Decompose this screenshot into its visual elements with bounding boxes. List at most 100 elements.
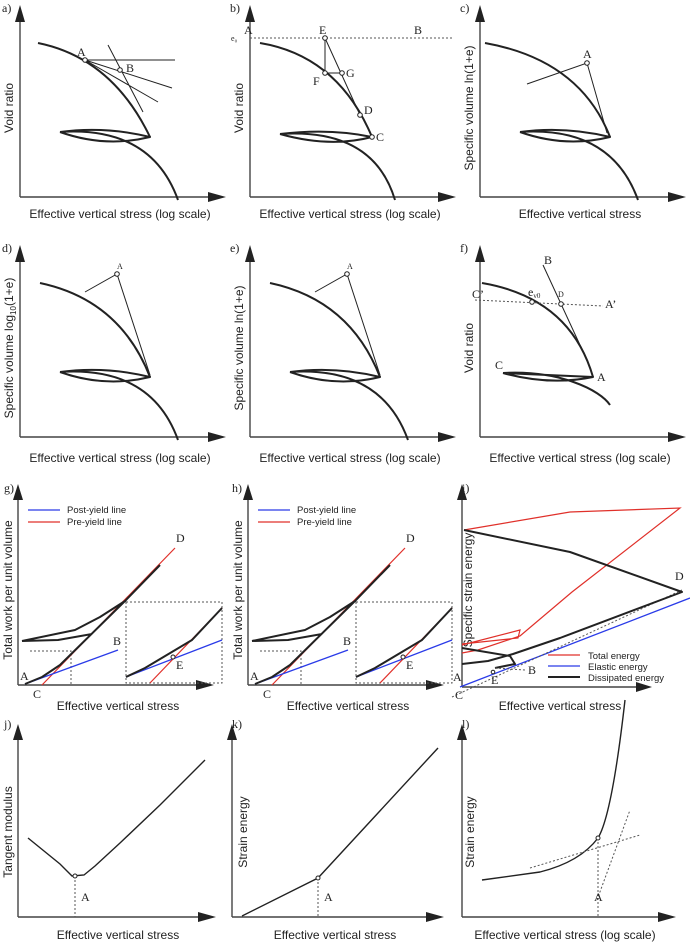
panel-l: l) Strain energy Effective vertical stre…: [457, 699, 676, 942]
unload-reload-loop: [502, 371, 611, 406]
panel-j: j) Tangent modulus Effective vertical st…: [1, 717, 216, 942]
dotted-line-c-a: [474, 299, 604, 307]
point-ev0-label: ev0: [528, 285, 541, 300]
y-axis-label: Specific volume ln(1+e): [462, 45, 476, 170]
x-axis-label: Effective vertical stress: [57, 928, 179, 942]
point-a-label: A: [347, 262, 353, 271]
compression-curve: [37, 42, 151, 138]
axes: [474, 244, 687, 443]
panel-b: b) Void ratio Effective vertical stress …: [230, 1, 457, 221]
dotted-line-b: [494, 667, 526, 671]
construction-lines: [84, 44, 175, 113]
y-axis-label: Total work per unit volume: [1, 520, 15, 660]
panel-f: f) Void ratio Effective vertical stress …: [460, 241, 687, 465]
axes: [14, 244, 227, 443]
x-axis-label: Effective vertical stress (log scale): [259, 207, 440, 221]
unload-reload-loop: [289, 368, 409, 441]
compression-curve: [269, 282, 381, 378]
x-axis-label: Effective vertical stress: [519, 207, 641, 221]
point-b-label: B: [126, 61, 134, 75]
point-b-label: B: [528, 663, 536, 677]
e0-label: e₀: [231, 34, 238, 43]
point-a-prime-label: A’: [605, 297, 616, 311]
strain-energy-curve: [241, 747, 439, 917]
point-a-label: A: [77, 45, 86, 59]
panel-tag: l): [462, 717, 469, 731]
point-e-label: E: [176, 658, 183, 672]
work-curve-inset: [125, 607, 223, 678]
point-e-label: E: [406, 658, 413, 672]
panel-tag: b): [230, 1, 240, 15]
axes: [244, 4, 457, 203]
point-a-label: A: [20, 669, 29, 683]
x-axis-label: Effective vertical stress (log scale): [474, 928, 655, 942]
line-b: [542, 264, 587, 359]
y-axis-label: Void ratio: [462, 323, 476, 373]
y-axis-label: Specific volume ln(1+e): [232, 285, 246, 410]
compression-curve: [481, 282, 594, 378]
y-axis-label: Specific volume log10(1+e): [2, 278, 18, 419]
point-c-label: C: [263, 687, 271, 701]
y-axis-label: Strain energy: [463, 796, 477, 867]
point-c-label: C: [376, 130, 384, 144]
point-b-label: B: [113, 634, 121, 648]
y-axis-label: Total work per unit volume: [231, 520, 245, 660]
panel-tag: d): [2, 241, 12, 255]
unload-reload-loop: [59, 128, 179, 201]
axes: [474, 4, 687, 203]
point-c-prime-label: C’: [472, 287, 484, 301]
x-axis-label: Effective vertical stress (log scale): [259, 451, 440, 465]
point-a-label: A: [594, 890, 603, 904]
point-a-label: A: [250, 669, 259, 683]
point-a-label: A: [324, 890, 333, 904]
tangent-modulus-curve: [27, 759, 206, 877]
panel-tag: c): [460, 1, 469, 15]
unload-reload-loop: [59, 368, 179, 441]
point-e-label: E: [319, 23, 326, 37]
panel-tag: j): [3, 717, 11, 731]
y-axis-label: Strain energy: [236, 796, 250, 867]
compression-curve: [259, 42, 373, 138]
y-axis-label-end: (1+e): [2, 278, 16, 306]
legend-dissipated-energy: Dissipated energy: [588, 673, 664, 684]
point-a-label: A: [244, 23, 253, 37]
panel-tag: g): [4, 481, 14, 495]
panel-tag: f): [460, 241, 468, 255]
point-a-label: A: [583, 47, 592, 61]
y-axis-label: Void ratio: [232, 83, 246, 133]
legend-elastic-energy: Elastic energy: [588, 662, 648, 673]
legend-post-yield: Post-yield line: [297, 505, 356, 516]
compression-curve: [484, 42, 611, 138]
panel-g: g) Total work per unit volume Effective …: [1, 481, 223, 713]
y-axis-label: Specific strain energy: [461, 533, 475, 648]
point-f-label: F: [313, 74, 320, 88]
point-c-label: C: [495, 358, 503, 372]
x-axis-label: Effective vertical stress (log scale): [489, 451, 670, 465]
dissipated-energy-curve: [461, 529, 683, 669]
construction-lines: [526, 62, 608, 134]
panel-tag: i): [462, 481, 469, 495]
legend-post-yield: Post-yield line: [67, 505, 126, 516]
axes: [14, 4, 227, 203]
point-c-label: C: [33, 687, 41, 701]
panel-d: d) Specific volume log10(1+e) Effective …: [2, 241, 227, 465]
point-c-label: C: [455, 688, 463, 702]
ev0-subscript: v0: [533, 292, 541, 300]
legend-total-energy: Total energy: [588, 651, 640, 662]
tangent-lines: [529, 809, 641, 917]
panel-h: h) Total work per unit volume Effective …: [231, 481, 453, 713]
work-curve-inset: [355, 607, 453, 678]
y-axis-label-main: Specific volume log: [2, 315, 16, 418]
panel-c: c) Specific volume ln(1+e) Effective ver…: [460, 1, 687, 221]
panel-i: i) Specific strain energy Effective vert…: [451, 481, 690, 713]
point-b-label: B: [544, 253, 552, 267]
point-b-label: B: [343, 634, 351, 648]
unload-reload-loop: [519, 128, 639, 201]
point-b-label: B: [414, 23, 422, 37]
panel-a: a) Void ratio Effective vertical stress …: [2, 1, 227, 221]
y-axis-label: Void ratio: [2, 83, 16, 133]
panel-tag: a): [2, 1, 11, 15]
panel-tag: h): [232, 481, 242, 495]
zoom-boxes: [260, 601, 453, 685]
